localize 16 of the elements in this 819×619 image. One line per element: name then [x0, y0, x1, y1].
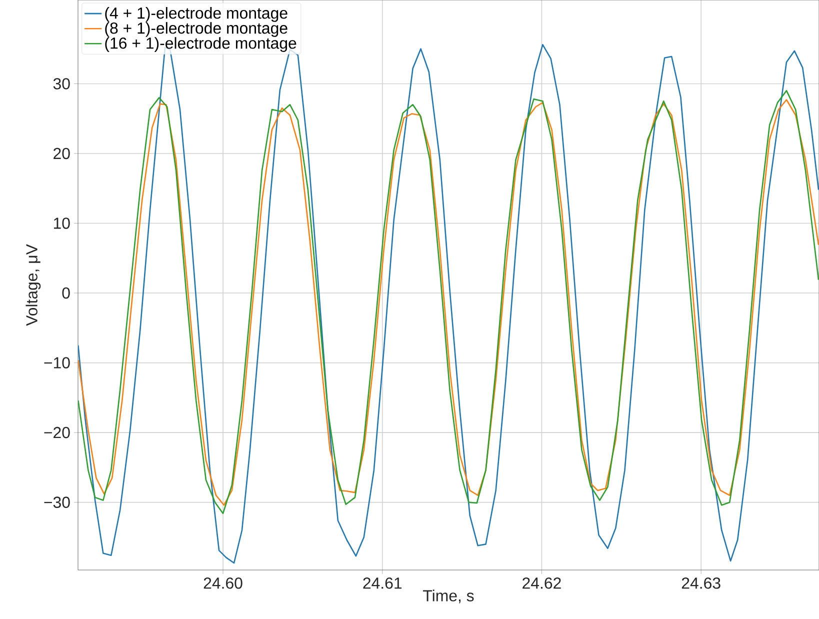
legend-label: (4 + 1)-electrode montage [105, 7, 288, 22]
y-tick-label: 30 [53, 78, 70, 90]
y-tick-label: −20 [44, 426, 70, 438]
y-tick-label: 0 [62, 287, 70, 299]
y-tick-label: 20 [54, 148, 70, 160]
legend-label: (16 + 1)-electrode montage [105, 37, 296, 52]
legend-label: (8 + 1)-electrode montage [105, 22, 288, 37]
y-axis-title: Voltage, μV [26, 244, 41, 326]
x-axis-title: Time, s [423, 590, 474, 604]
y-tick-label: −30 [44, 496, 70, 508]
y-tick-label: 10 [54, 218, 70, 229]
x-tick-label: 24.61 [363, 578, 402, 589]
x-tick-label: 24.62 [522, 578, 561, 589]
x-tick-label: 24.63 [682, 578, 720, 589]
x-tick-label: 24.60 [204, 578, 242, 589]
y-tick-label: −10 [44, 357, 70, 368]
